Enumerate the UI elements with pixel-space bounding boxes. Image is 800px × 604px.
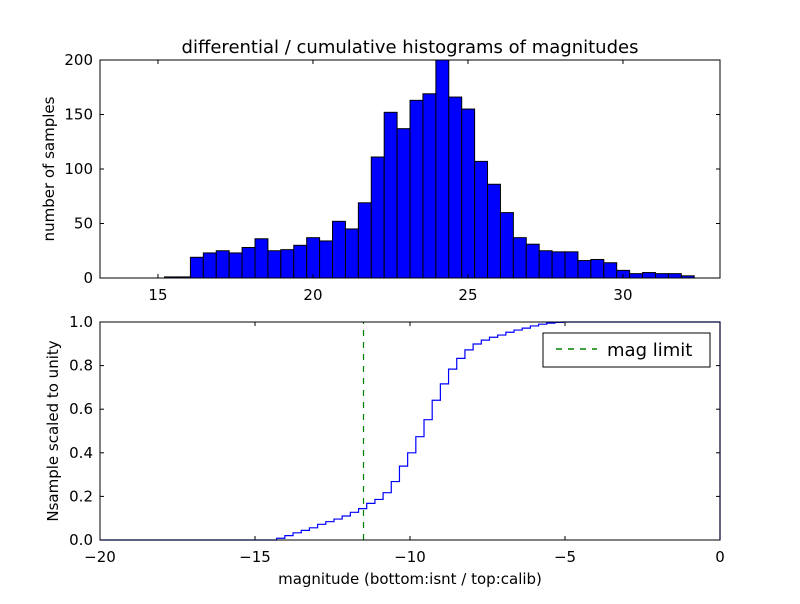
top-xtick-label: 15 [148, 286, 167, 304]
bottom-xtick-label: −5 [554, 548, 576, 566]
histogram-bar [590, 258, 605, 279]
histogram-bar [642, 272, 656, 279]
histogram-bar [319, 240, 334, 279]
bottom-x-axis-label: magnitude (bottom:isnt / top:calib) [278, 570, 542, 588]
histogram-bar [383, 111, 398, 279]
top-xtick-label: 30 [613, 286, 632, 304]
histogram-bar [293, 244, 308, 279]
top-ytick-label: 50 [74, 215, 93, 233]
histogram-bar [538, 250, 553, 279]
bottom-axes-frame [99, 321, 721, 541]
bottom-xtick-label: −15 [239, 548, 271, 566]
histogram-bar [629, 273, 644, 279]
histogram-bar [461, 108, 476, 279]
top-y-axis-label: number of samples [40, 96, 58, 241]
top-chart-title: differential / cumulative histograms of … [182, 37, 639, 58]
histogram-bar [332, 220, 346, 279]
top-ytick-label: 100 [64, 160, 93, 178]
bottom-ytick-label: 0.2 [69, 487, 93, 505]
histogram-bar [487, 183, 501, 279]
histogram-bar [667, 273, 682, 279]
legend-mag-limit-label: mag limit [607, 340, 692, 361]
histogram-bar [267, 250, 282, 279]
bottom-xtick-label: 0 [715, 548, 725, 566]
histogram-bar [422, 93, 437, 279]
top-ytick-label: 0 [83, 269, 93, 287]
histogram-bar [435, 59, 450, 279]
histogram-bar [474, 160, 489, 279]
histogram-bar [499, 212, 514, 279]
top-ytick-label: 150 [64, 106, 93, 124]
histogram-bar [448, 96, 463, 279]
histogram-bar [409, 99, 424, 279]
top-xtick-label: 25 [458, 286, 477, 304]
histogram-bar [306, 237, 321, 279]
histogram-bar [215, 250, 230, 279]
bottom-ytick-label: 0.8 [69, 357, 93, 375]
histogram-bar [357, 202, 372, 279]
histogram-bar [280, 249, 295, 279]
bottom-ytick-label: 0.0 [69, 531, 93, 549]
histogram-bar [370, 156, 385, 279]
bottom-axis-ticks: −20 −15 −10 −5 0 0.0 0.2 0.4 0.6 0.8 1.0 [69, 313, 725, 566]
histogram-bar [525, 243, 540, 279]
bottom-ytick-label: 0.4 [69, 444, 93, 462]
histogram-bar [654, 273, 669, 279]
bottom-ytick-label: 0.6 [69, 400, 93, 418]
legend-box [542, 332, 711, 368]
bottom-xtick-label: −10 [394, 548, 426, 566]
legend: mag limit [542, 332, 711, 368]
top-ytick-label: 200 [64, 51, 93, 69]
histogram-bar [603, 262, 618, 279]
histogram-bar [551, 251, 566, 279]
histogram-bar [202, 252, 217, 279]
histogram-bar [254, 238, 269, 279]
histogram-bar [228, 252, 243, 279]
histogram-bar [189, 256, 204, 279]
histogram-bar [512, 237, 527, 279]
histogram-bar [564, 251, 579, 279]
bottom-xtick-label: −20 [84, 548, 116, 566]
top-axes-frame [99, 59, 721, 279]
bottom-y-axis-label: Nsample scaled to unity [44, 340, 62, 521]
histogram-bar [241, 246, 256, 279]
histogram-bar [344, 228, 359, 279]
top-axis-ticks: 15 20 25 30 0 50 100 150 200 [64, 51, 720, 304]
bottom-ytick-label: 1.0 [69, 313, 93, 331]
cumulative-step-line [100, 321, 721, 541]
top-xtick-label: 20 [303, 286, 322, 304]
histogram-bar [396, 128, 411, 279]
histogram-bar [577, 260, 592, 279]
bottom-cumulative-plot [100, 321, 721, 541]
